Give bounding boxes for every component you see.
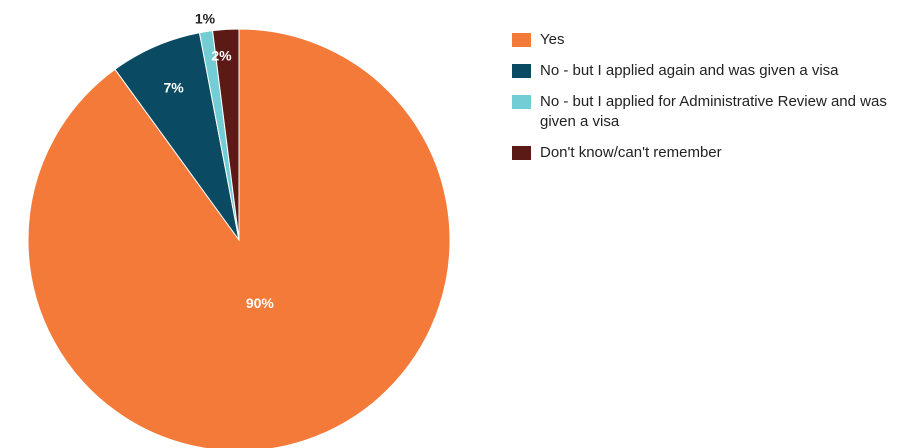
pie-label-1-percent: 1% — [195, 11, 216, 27]
legend-label-dont-know: Don't know/can't remember — [540, 144, 722, 161]
legend-label-yes: Yes — [540, 31, 565, 48]
legend-item-no-admin-review: No - but I applied for Administrative Re… — [512, 92, 910, 132]
legend-swatch-no-applied-again — [512, 64, 531, 78]
legend-item-no-applied-again: No - but I applied again and was given a… — [512, 61, 910, 81]
pie-slice-don-t-know-can-t-remember — [211, 28, 240, 241]
legend-label-no-admin-review: No - but I applied for Administrative Re… — [540, 93, 887, 130]
pie-label-90-percent: 90% — [246, 295, 275, 311]
legend-item-dont-know: Don't know/can't remember — [512, 143, 910, 163]
pie-label-7-percent: 7% — [164, 80, 185, 96]
legend-swatch-dont-know — [512, 146, 531, 160]
pie-label-2-percent: 2% — [211, 47, 232, 63]
legend-swatch-yes — [512, 33, 531, 47]
legend: Yes No - but I applied again and was giv… — [512, 30, 910, 174]
legend-label-no-applied-again: No - but I applied again and was given a… — [540, 62, 839, 79]
legend-swatch-no-admin-review — [512, 95, 531, 109]
pie-chart: 90% 7% 1% 2% — [27, 11, 451, 448]
legend-item-yes: Yes — [512, 30, 910, 50]
pie-slice-yes — [27, 28, 451, 448]
